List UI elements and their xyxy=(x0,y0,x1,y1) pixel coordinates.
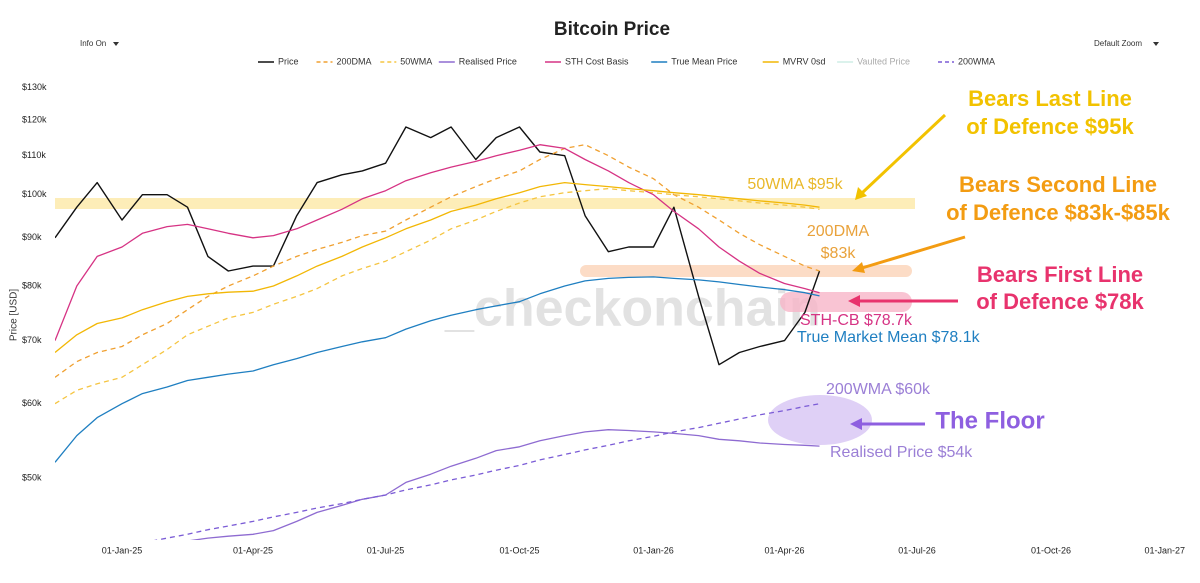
info-toggle[interactable]: Info On xyxy=(80,39,106,48)
y-tick-label: $130k xyxy=(22,82,47,92)
zoom-menu[interactable]: Default Zoom xyxy=(1094,39,1142,48)
dropdown-arrow[interactable] xyxy=(1153,42,1159,46)
highlight-band xyxy=(55,198,915,209)
legend-label[interactable]: True Mean Price xyxy=(671,56,737,66)
annotation: The Floor xyxy=(935,407,1044,434)
annotation: $83k xyxy=(821,245,857,262)
legend-label[interactable]: Realised Price xyxy=(459,56,517,66)
x-tick-label: 01-Oct-26 xyxy=(1031,545,1071,555)
annotation: Bears First Line xyxy=(977,262,1143,287)
legend-label[interactable]: 200WMA xyxy=(958,56,995,66)
series-line xyxy=(189,429,820,540)
x-tick-label: 01-Apr-25 xyxy=(233,545,273,555)
annotation: Bears Last Line xyxy=(968,86,1132,111)
series-line xyxy=(153,403,820,540)
dropdown-arrow[interactable] xyxy=(113,42,119,46)
floor-ellipse xyxy=(768,395,872,445)
x-tick-label: 01-Jul-25 xyxy=(367,545,405,555)
highlights xyxy=(55,198,915,445)
arrow xyxy=(860,113,947,195)
y-tick-label: $120k xyxy=(22,115,47,125)
y-tick-label: $50k xyxy=(22,473,42,483)
annotation: Bears Second Line xyxy=(959,172,1157,197)
legend-label[interactable]: STH Cost Basis xyxy=(565,56,629,66)
arrow-head xyxy=(848,295,860,307)
annotation: STH-CB $78.7k xyxy=(800,312,913,329)
series-line xyxy=(55,187,820,405)
annotation: of Defence $83k-$85k xyxy=(946,200,1171,225)
arrows xyxy=(848,113,966,430)
series-line xyxy=(55,144,820,378)
highlight-band xyxy=(580,265,912,277)
series-line xyxy=(55,276,820,463)
legend-label[interactable]: MVRV 0sd xyxy=(783,56,826,66)
series-line xyxy=(55,181,820,354)
annotation: 200DMA xyxy=(807,223,870,240)
x-tick-label: 01-Oct-25 xyxy=(500,545,540,555)
legend-label[interactable]: 200DMA xyxy=(337,56,372,66)
annotation: 200WMA $60k xyxy=(826,381,931,398)
watermark: _checkonchain xyxy=(444,280,821,338)
x-tick-label: 01-Jul-26 xyxy=(898,545,936,555)
y-tick-label: $80k xyxy=(22,280,42,290)
y-tick-label: $110k xyxy=(22,150,46,160)
y-tick-label: $100k xyxy=(22,189,47,199)
series-line xyxy=(55,144,820,341)
legend-label[interactable]: Price xyxy=(278,56,299,66)
series-line xyxy=(55,126,821,366)
annotation: Realised Price $54k xyxy=(830,444,973,461)
chart-title: Bitcoin Price xyxy=(554,19,670,40)
x-tick-label: 01-Jan-26 xyxy=(633,545,674,555)
plot-lines xyxy=(55,126,821,540)
arrow xyxy=(861,235,966,270)
arrow-head xyxy=(852,262,865,273)
highlight-band xyxy=(780,292,912,312)
x-tick-label: 01-Jan-27 xyxy=(1144,545,1185,555)
arrow-head xyxy=(850,418,862,430)
arrow-head xyxy=(855,187,867,200)
x-tick-label: 01-Apr-26 xyxy=(765,545,805,555)
annotation: 50WMA $95k xyxy=(747,176,843,193)
y-tick-label: $70k xyxy=(22,335,42,345)
legend-label[interactable]: 50WMA xyxy=(400,56,432,66)
annotation: of Defence $78k xyxy=(976,289,1144,314)
x-tick-label: 01-Jan-25 xyxy=(102,545,143,555)
annotation: True Market Mean $78.1k xyxy=(797,329,981,346)
y-tick-label: $60k xyxy=(22,398,42,408)
annotation: of Defence $95k xyxy=(966,114,1134,139)
y-axis-label: Price [USD] xyxy=(9,289,20,341)
y-tick-label: $90k xyxy=(22,232,42,242)
legend-label[interactable]: Vaulted Price xyxy=(857,56,910,66)
